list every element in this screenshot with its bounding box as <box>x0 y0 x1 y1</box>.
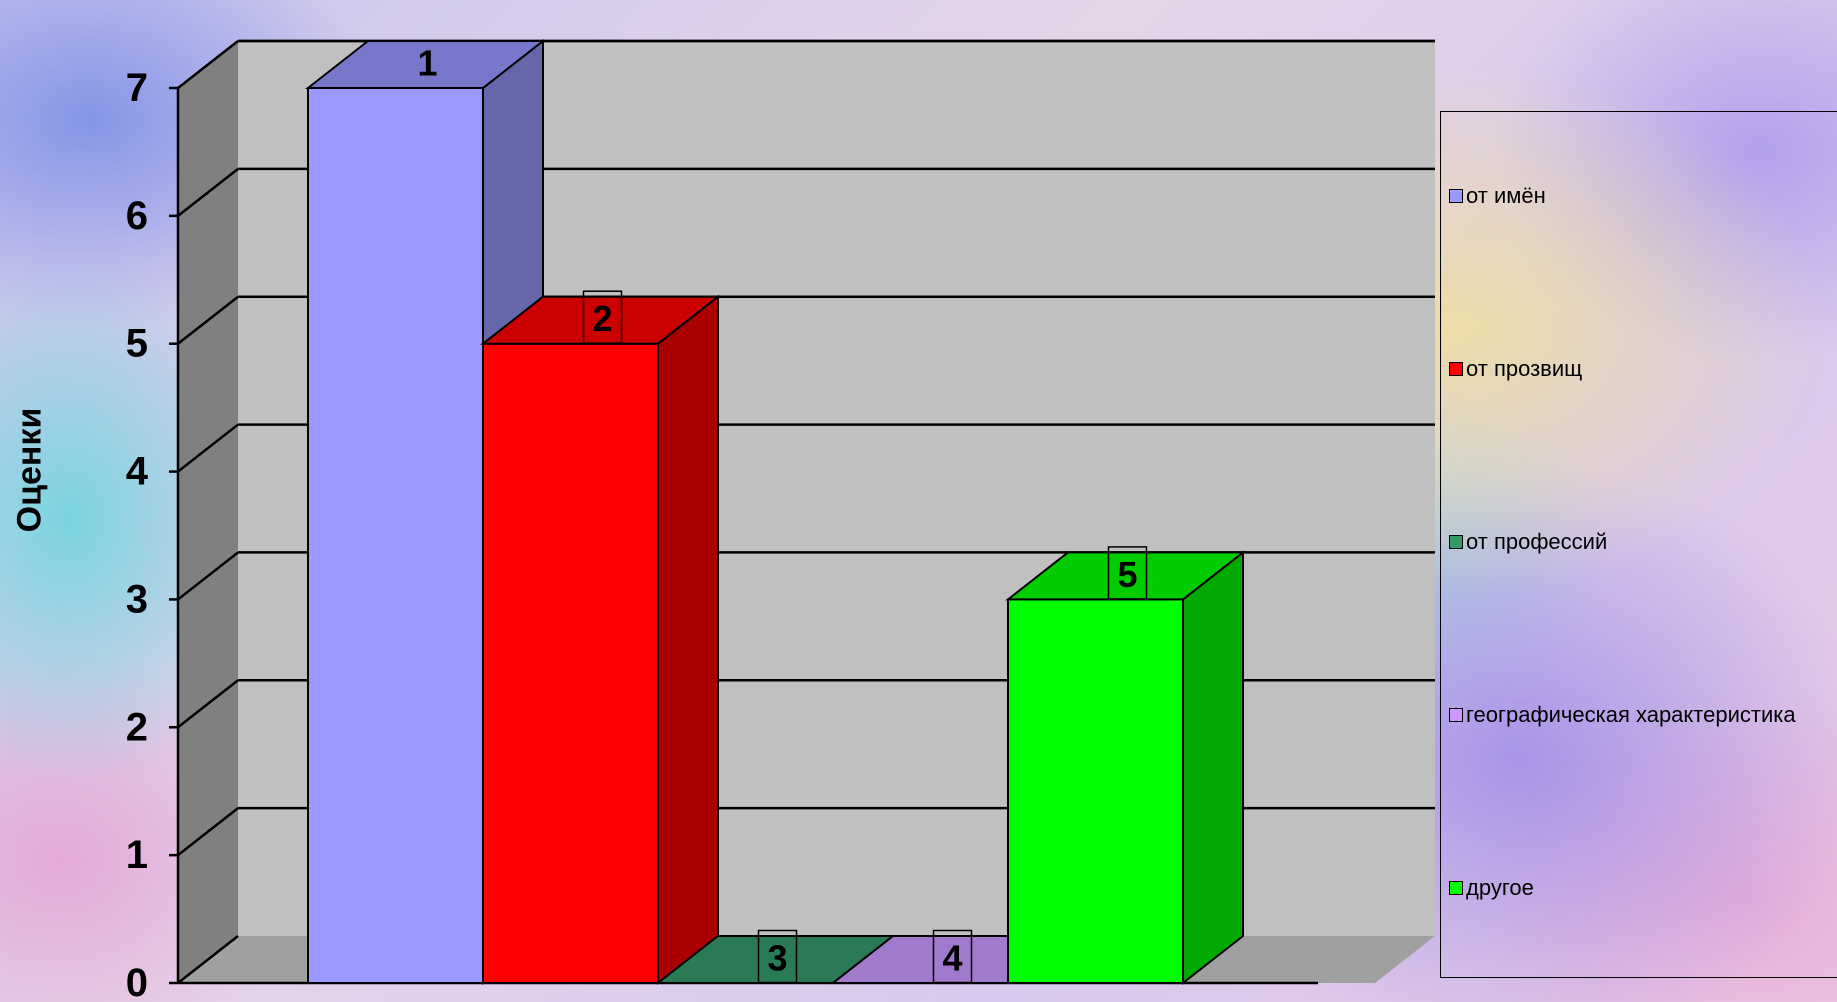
bar-front <box>482 342 659 984</box>
legend-label: географическая характеристика <box>1466 702 1796 727</box>
data-label-box <box>1107 546 1148 600</box>
legend-swatch <box>1449 535 1463 549</box>
side-gridline <box>177 295 239 345</box>
legend-swatch <box>1449 881 1463 895</box>
y-axis-title: Оценки <box>10 407 49 533</box>
side-gridline <box>177 167 239 217</box>
y-tick-label: 4 <box>126 450 149 494</box>
legend-label: от профессий <box>1466 529 1608 554</box>
bar-2: 2 <box>480 290 721 986</box>
bar-front <box>1007 598 1184 985</box>
legend-item: от имён <box>1449 183 1546 209</box>
side-gridline <box>177 807 239 857</box>
data-label: 4 <box>942 938 962 979</box>
data-label: 1 <box>417 43 437 84</box>
data-label: 3 <box>767 938 787 979</box>
bar-5: 5 <box>1005 546 1246 986</box>
legend-item: географическая характеристика <box>1449 702 1796 728</box>
data-label-box <box>757 929 798 984</box>
side-gridline <box>177 423 239 473</box>
bar-side <box>657 294 719 986</box>
side-gridline <box>177 551 239 601</box>
bar-top <box>305 40 546 89</box>
legend-swatch <box>1449 362 1463 376</box>
y-tick-label: 2 <box>126 705 148 749</box>
data-label-box <box>932 929 973 984</box>
data-label: 2 <box>592 298 612 339</box>
legend-item: другое <box>1449 875 1534 901</box>
y-tick-label: 6 <box>126 194 148 238</box>
legend-label: другое <box>1466 875 1534 900</box>
y-tick-label: 5 <box>126 322 148 366</box>
bar-side <box>1182 550 1244 986</box>
y-tick-label: 7 <box>126 66 148 110</box>
legend-item: от профессий <box>1449 529 1607 555</box>
side-gridline <box>177 935 239 984</box>
legend: от имён от прозвищ от профессий географичес… <box>1440 111 1837 978</box>
data-label-box <box>582 290 623 344</box>
bar-3: 3 <box>655 929 896 984</box>
legend-label: от имён <box>1466 183 1546 208</box>
y-tick-label: 0 <box>126 961 148 1002</box>
side-gridline <box>177 40 239 89</box>
y-tick-label: 3 <box>126 577 148 621</box>
legend-swatch <box>1449 189 1463 203</box>
bar-1: 1 <box>305 38 546 986</box>
side-wall <box>178 41 238 983</box>
bar-front <box>307 87 484 984</box>
legend-item: от прозвищ <box>1449 356 1582 382</box>
y-tick-label: 1 <box>126 833 148 877</box>
legend-label: от прозвищ <box>1466 356 1583 381</box>
side-gridline <box>177 679 239 729</box>
legend-swatch <box>1449 708 1463 722</box>
data-label: 5 <box>1117 554 1137 595</box>
